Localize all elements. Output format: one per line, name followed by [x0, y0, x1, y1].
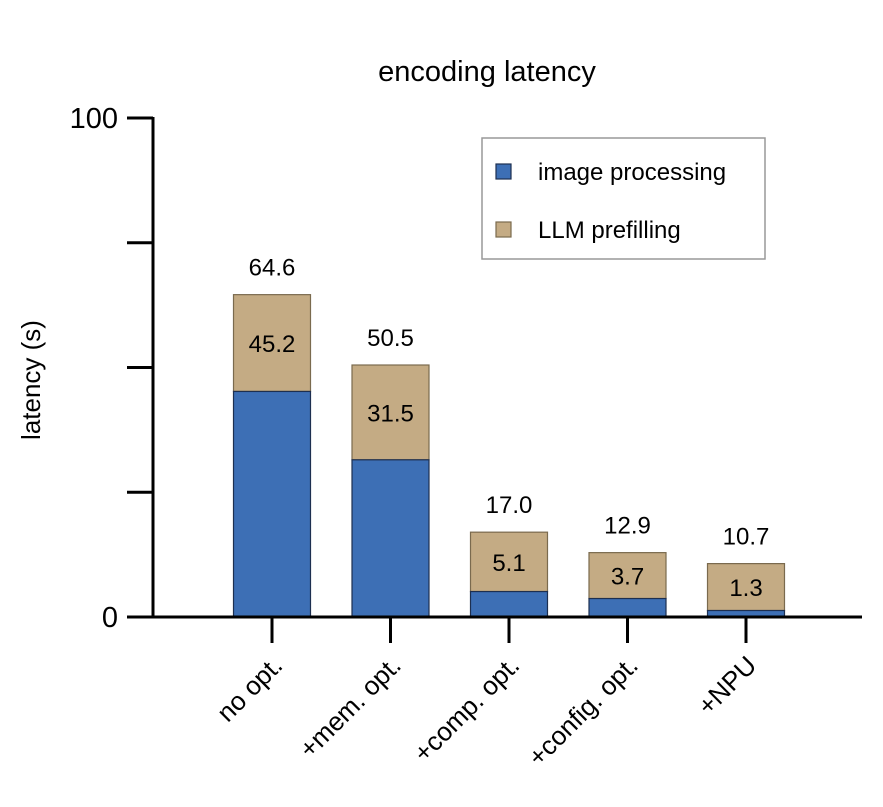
bar-inner-label: 45.2 [249, 331, 296, 358]
bar-total-label: 12.9 [604, 513, 651, 540]
legend-box [481, 137, 766, 260]
bar-total-label: 64.6 [249, 255, 296, 282]
bar-llm-prefilling [706, 563, 786, 612]
bar-inner-label: 3.7 [611, 564, 644, 591]
x-tick-label: no opt. [211, 650, 288, 727]
bar-inner-label: 5.1 [492, 550, 525, 577]
x-tick-label: +config. opt. [522, 650, 644, 772]
bar-image-processing [351, 459, 430, 618]
legend-swatch-llm-prefilling [495, 221, 512, 238]
x-tick-label: +NPU [691, 650, 762, 721]
bar-total-label: 50.5 [367, 325, 414, 352]
bar-total-label: 17.0 [486, 492, 533, 519]
legend: image processing LLM prefilling [481, 137, 766, 260]
bar-inner-label: 1.3 [729, 575, 762, 602]
bar-total-label: 10.7 [723, 524, 770, 551]
bar-image-processing [588, 597, 667, 618]
chart-title: encoding latency [378, 56, 596, 88]
legend-swatch-image-processing [495, 163, 512, 180]
x-tick-label: +mem. opt. [293, 650, 407, 764]
axes-layer: 0 100 [70, 103, 862, 643]
y-axis-label: latency (s) [16, 320, 46, 440]
bars-layer [232, 294, 786, 618]
legend-label: image processing [538, 159, 726, 186]
bar-llm-prefilling [351, 364, 430, 461]
y-tick-label: 100 [70, 103, 118, 135]
bar-image-processing [232, 390, 312, 618]
y-tick-label: 0 [102, 602, 118, 634]
bar-llm-prefilling [232, 294, 312, 393]
bar-inner-label: 31.5 [367, 400, 414, 427]
x-tick-label: +comp. opt. [407, 650, 525, 768]
legend-label: LLM prefilling [538, 217, 681, 244]
bar-image-processing [469, 590, 549, 618]
